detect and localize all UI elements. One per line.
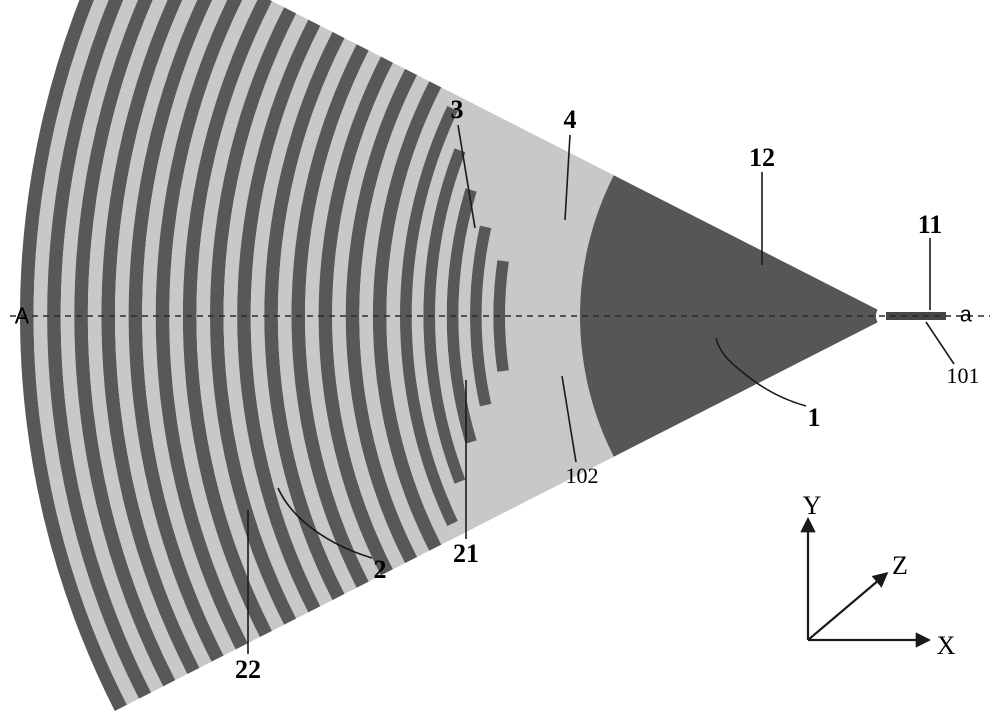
axis-label-Y: Y (803, 491, 822, 521)
lead-101 (926, 322, 954, 364)
axis-label-X: X (937, 631, 956, 661)
label-11: 11 (918, 210, 943, 240)
label-12: 12 (749, 143, 775, 173)
axis-label-Z: Z (892, 551, 908, 581)
label-3: 3 (451, 95, 464, 125)
label-1: 1 (808, 403, 821, 433)
label-4: 4 (564, 105, 577, 135)
axis-Z (808, 574, 886, 640)
label-102: 102 (566, 463, 599, 489)
label-22: 22 (235, 655, 261, 685)
label-2: 2 (374, 555, 387, 585)
label-21: 21 (453, 539, 479, 569)
label-A: A (15, 305, 29, 332)
label-a: a (959, 304, 972, 329)
diagram-canvas: XYZ123411122122101102Aa (0, 0, 1000, 712)
label-101: 101 (947, 363, 980, 389)
